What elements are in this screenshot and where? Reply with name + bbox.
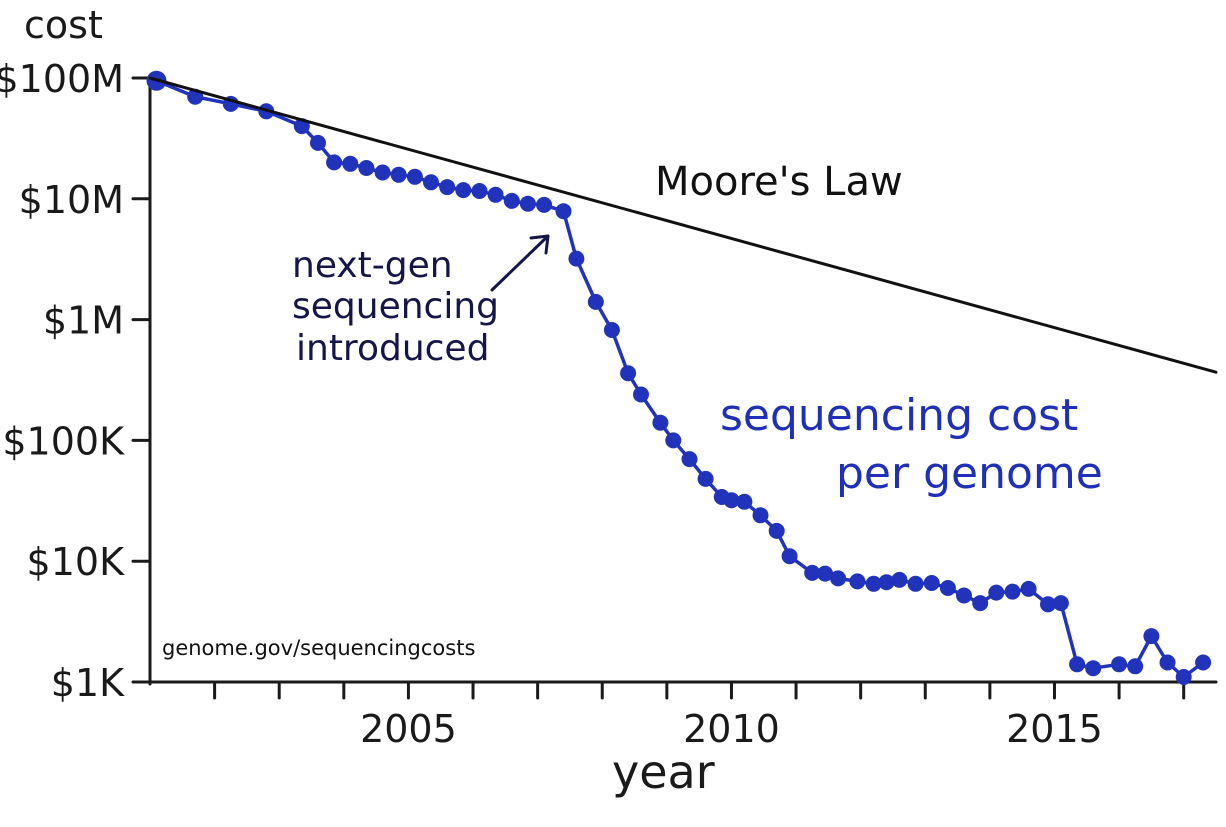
data-point — [503, 192, 520, 209]
data-point — [406, 168, 423, 185]
data-point — [342, 155, 359, 172]
x-tick-label: 2015 — [1006, 707, 1103, 751]
data-point — [1127, 658, 1144, 675]
data-point — [358, 160, 375, 176]
data-point — [1069, 656, 1086, 673]
data-point — [633, 386, 649, 403]
series-layer — [146, 70, 1218, 685]
data-point — [1159, 654, 1176, 671]
data-point — [587, 293, 604, 310]
nextgen-label-line1: next-gen — [292, 245, 453, 286]
data-point — [374, 164, 391, 181]
data-point — [849, 573, 866, 590]
nextgen-label-line3: introduced — [296, 328, 489, 369]
data-point — [768, 522, 785, 539]
y-tick-label: $1K — [51, 661, 125, 705]
y-tick-label: $10K — [27, 540, 126, 584]
data-point — [536, 196, 553, 213]
data-point — [1085, 660, 1102, 677]
y-tick-label: $1M — [43, 299, 124, 343]
nextgen-label-line2: sequencing — [292, 286, 499, 327]
data-point — [1195, 654, 1212, 671]
data-point — [988, 584, 1005, 601]
data-point — [310, 134, 326, 151]
source-label: genome.gov/sequencingcosts — [162, 636, 475, 660]
y-axis-title: cost — [24, 3, 103, 47]
nextgen-arrow — [490, 234, 550, 292]
data-point — [939, 580, 956, 596]
data-point — [878, 574, 895, 591]
y-tick-label: $100M — [0, 57, 124, 101]
data-point — [519, 195, 536, 212]
data-point — [603, 322, 620, 338]
data-point — [326, 154, 343, 171]
data-point — [1052, 595, 1069, 612]
data-point — [956, 587, 972, 604]
data-point — [781, 548, 798, 565]
data-point — [817, 565, 834, 582]
data-point — [390, 166, 407, 183]
data-point — [923, 575, 940, 591]
y-ticks: $100M $10M $1M $100K $10K $1K — [0, 57, 152, 705]
data-point — [1040, 596, 1056, 613]
data-point — [891, 571, 908, 588]
moores-law-label: Moore's Law — [655, 159, 903, 205]
x-tick-label: 2010 — [683, 707, 780, 751]
data-point — [620, 365, 637, 382]
data-point — [471, 183, 488, 199]
data-point — [723, 492, 740, 509]
data-point — [752, 507, 769, 524]
data-point — [681, 451, 698, 468]
x-axis-title: year — [612, 745, 715, 799]
data-point — [1004, 583, 1021, 600]
data-point — [907, 575, 924, 592]
y-tick-label: $10M — [19, 178, 124, 222]
x-ticks: 2005 2010 2015 — [213, 680, 1186, 751]
data-point — [1111, 656, 1128, 673]
y-tick-label: $100K — [2, 419, 125, 463]
x-tick-label: 2005 — [360, 707, 457, 751]
series-line-moore-s-law — [148, 76, 1218, 374]
data-point — [568, 250, 585, 267]
data-point — [865, 575, 882, 592]
data-point — [1143, 628, 1160, 645]
data-point — [972, 595, 989, 612]
data-point — [555, 203, 572, 220]
data-point — [830, 570, 847, 587]
data-point — [697, 470, 714, 487]
data-point — [423, 174, 439, 191]
data-point — [439, 179, 456, 196]
data-point — [1020, 580, 1037, 597]
data-point — [1175, 669, 1192, 685]
data-point — [665, 432, 682, 449]
data-point — [487, 186, 504, 203]
data-point — [455, 182, 472, 199]
data-point — [652, 414, 669, 431]
seqcost-label-line2: per genome — [836, 448, 1103, 499]
data-point — [804, 564, 821, 581]
data-point — [736, 493, 753, 510]
seqcost-label-line1: sequencing cost — [720, 390, 1078, 441]
